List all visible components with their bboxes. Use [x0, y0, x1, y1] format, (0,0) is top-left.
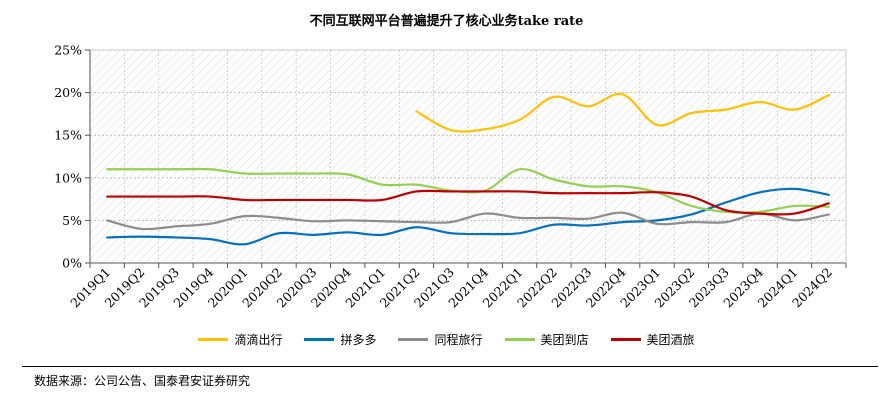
legend-item-0: 滴滴出行 — [198, 331, 282, 348]
legend-swatch — [504, 337, 535, 341]
series-line-4 — [106, 189, 830, 216]
legend-swatch — [610, 337, 641, 341]
source-note: 数据来源：公司公告、国泰君安证券研究 — [34, 374, 251, 388]
series-line-2 — [106, 211, 830, 231]
legend-label: 美团酒旅 — [646, 332, 695, 347]
legend-item-3: 美团到店 — [504, 331, 589, 348]
legend-item-1: 拼多多 — [304, 331, 376, 348]
legend-swatch — [198, 337, 229, 341]
y-tick-label: 25% — [54, 43, 82, 58]
legend: 滴滴出行 拼多多 同程旅行 美团到店 美团酒旅 — [0, 329, 893, 349]
source-divider — [22, 366, 878, 367]
series-line-0 — [415, 92, 830, 133]
y-tick-label: 20% — [54, 85, 82, 100]
y-tick-label: 5% — [62, 213, 82, 228]
legend-label: 拼多多 — [340, 332, 377, 347]
y-tick-label: 15% — [54, 128, 82, 143]
legend-label: 滴滴出行 — [234, 332, 283, 347]
legend-label: 同程旅行 — [434, 332, 483, 347]
legend-item-2: 同程旅行 — [398, 331, 483, 348]
legend-swatch — [304, 337, 335, 341]
legend-item-4: 美团酒旅 — [610, 331, 695, 348]
legend-label: 美团到店 — [540, 332, 589, 347]
chart-title: 不同互联网平台普遍提升了核心业务take rate — [309, 14, 584, 29]
y-tick-label: 10% — [54, 170, 82, 185]
legend-swatch — [398, 337, 429, 341]
y-tick-label: 0% — [62, 256, 82, 271]
